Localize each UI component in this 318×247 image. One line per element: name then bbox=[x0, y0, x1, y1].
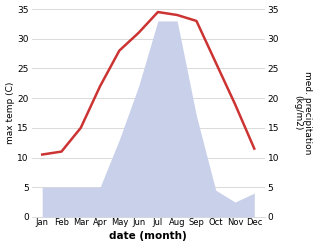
Y-axis label: max temp (C): max temp (C) bbox=[5, 82, 15, 144]
Y-axis label: med. precipitation
(kg/m2): med. precipitation (kg/m2) bbox=[293, 71, 313, 155]
X-axis label: date (month): date (month) bbox=[109, 231, 187, 242]
